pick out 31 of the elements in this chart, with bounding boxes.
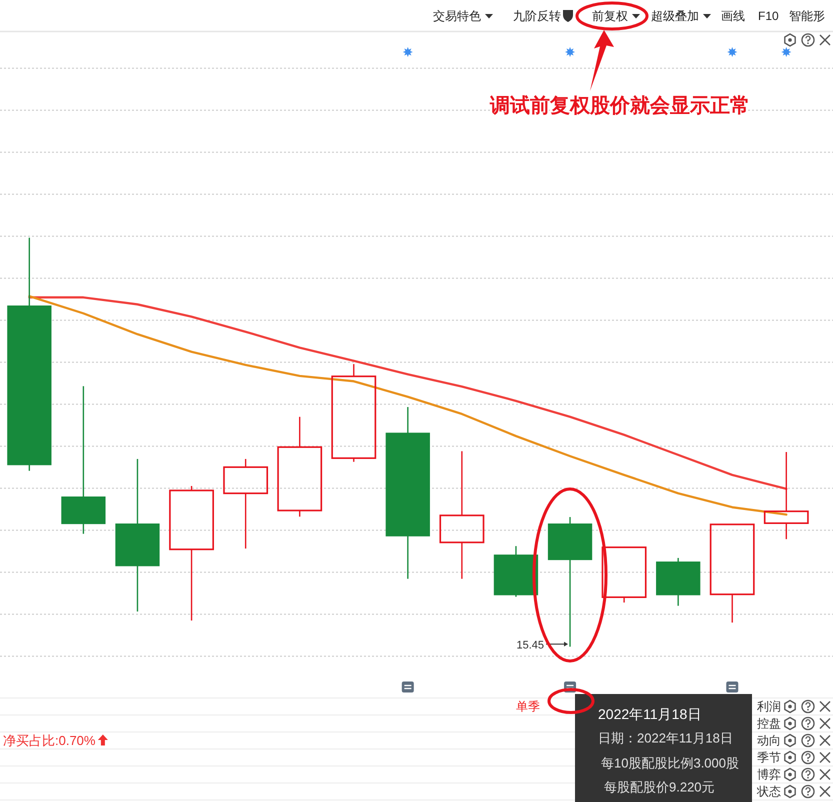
- candlestick: [439, 450, 484, 580]
- text: 画线: [721, 9, 745, 23]
- candlestick: [331, 363, 376, 462]
- candlestick: [223, 458, 268, 550]
- candlestick: [386, 406, 430, 580]
- text: 超级叠加: [651, 9, 699, 23]
- text: 智能形: [789, 9, 825, 23]
- candlestick: [61, 386, 106, 534]
- candlestick: [277, 416, 322, 518]
- candlestick: [7, 237, 52, 472]
- text: 每10股配股比例3.000股: [601, 756, 739, 770]
- text: 2022年11月18日: [598, 706, 702, 722]
- annotation: 15.45: [516, 640, 544, 652]
- text: 控盘: [757, 716, 781, 730]
- candlestick: [656, 557, 700, 606]
- candlestick: [764, 451, 809, 540]
- text: 日期：2022年11月18日: [598, 730, 733, 746]
- text: 调试前复权股价就会显示正常: [489, 95, 750, 117]
- text: 动向: [757, 734, 781, 748]
- text: 净买占比:0.70%: [3, 733, 96, 748]
- text: 单季: [516, 700, 540, 714]
- text: 博弈: [757, 768, 781, 782]
- text: 季节: [757, 750, 781, 764]
- text: 每股配股价9.220元: [604, 780, 715, 794]
- text: 交易特色: [433, 9, 481, 23]
- text: 前复权: [592, 9, 628, 23]
- text: F10: [758, 9, 780, 23]
- text: 九阶反转: [513, 9, 561, 23]
- text: 利润: [757, 700, 781, 714]
- candlestick: [115, 458, 160, 612]
- text: 状态: [756, 784, 781, 798]
